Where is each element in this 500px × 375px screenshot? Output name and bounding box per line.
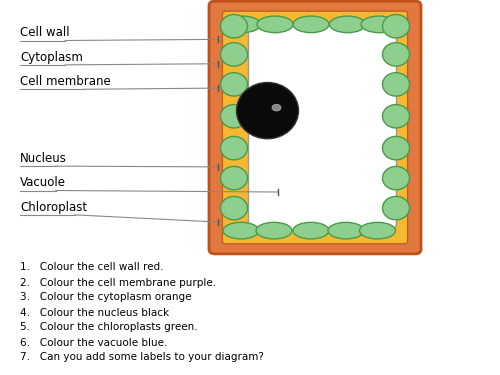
Ellipse shape	[236, 82, 298, 139]
Text: 2.   Colour the cell membrane purple.: 2. Colour the cell membrane purple.	[20, 278, 216, 288]
Text: Nucleus: Nucleus	[20, 152, 67, 165]
Ellipse shape	[220, 105, 248, 128]
Ellipse shape	[360, 222, 396, 239]
Ellipse shape	[382, 166, 409, 190]
Ellipse shape	[382, 136, 409, 160]
Text: Vacuole: Vacuole	[20, 176, 66, 189]
Text: Cell wall: Cell wall	[20, 26, 70, 39]
Ellipse shape	[361, 16, 397, 33]
Text: 1.   Colour the cell wall red.: 1. Colour the cell wall red.	[20, 262, 164, 273]
Ellipse shape	[220, 166, 248, 190]
Ellipse shape	[256, 222, 292, 239]
Ellipse shape	[220, 73, 248, 96]
FancyBboxPatch shape	[222, 11, 408, 244]
FancyBboxPatch shape	[209, 1, 421, 254]
Text: Chloroplast: Chloroplast	[20, 201, 87, 214]
Ellipse shape	[328, 222, 364, 239]
Text: 7.   Can you add some labels to your diagram?: 7. Can you add some labels to your diagr…	[20, 352, 264, 363]
Text: 4.   Colour the nucleus black: 4. Colour the nucleus black	[20, 308, 169, 318]
Ellipse shape	[330, 16, 366, 33]
FancyBboxPatch shape	[248, 23, 396, 230]
Ellipse shape	[220, 136, 248, 160]
Ellipse shape	[272, 104, 281, 111]
Ellipse shape	[382, 73, 409, 96]
Ellipse shape	[382, 196, 409, 220]
Ellipse shape	[220, 15, 248, 38]
Ellipse shape	[382, 15, 409, 38]
Text: 6.   Colour the vacuole blue.: 6. Colour the vacuole blue.	[20, 338, 168, 348]
Ellipse shape	[293, 16, 329, 33]
Ellipse shape	[220, 196, 248, 220]
Ellipse shape	[382, 43, 409, 66]
Ellipse shape	[224, 16, 260, 33]
Ellipse shape	[382, 105, 409, 128]
Text: 3.   Colour the cytoplasm orange: 3. Colour the cytoplasm orange	[20, 292, 192, 303]
Ellipse shape	[257, 16, 293, 33]
Text: Cytoplasm: Cytoplasm	[20, 51, 83, 64]
Ellipse shape	[293, 222, 329, 239]
Ellipse shape	[223, 222, 259, 239]
Ellipse shape	[220, 43, 248, 66]
Text: 5.   Colour the chloroplasts green.: 5. Colour the chloroplasts green.	[20, 322, 198, 333]
Text: Cell membrane: Cell membrane	[20, 75, 111, 88]
